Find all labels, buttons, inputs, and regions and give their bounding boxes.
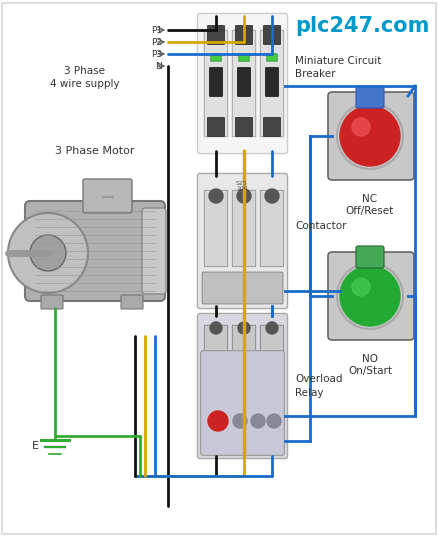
FancyBboxPatch shape [263, 117, 280, 137]
Text: S25
100: S25 100 [236, 181, 247, 191]
Circle shape [265, 322, 277, 334]
FancyBboxPatch shape [355, 246, 383, 268]
FancyBboxPatch shape [41, 295, 63, 309]
FancyBboxPatch shape [232, 325, 255, 352]
Text: P3: P3 [151, 49, 162, 58]
FancyBboxPatch shape [209, 68, 222, 96]
Circle shape [265, 189, 279, 203]
Circle shape [237, 189, 251, 203]
FancyBboxPatch shape [260, 190, 283, 267]
Circle shape [265, 279, 279, 293]
FancyBboxPatch shape [204, 325, 227, 352]
Circle shape [351, 278, 369, 296]
FancyBboxPatch shape [201, 272, 282, 304]
FancyBboxPatch shape [141, 208, 166, 294]
FancyBboxPatch shape [121, 295, 143, 309]
FancyBboxPatch shape [238, 54, 249, 61]
FancyBboxPatch shape [204, 31, 227, 137]
FancyBboxPatch shape [232, 190, 255, 267]
Text: Contactor: Contactor [294, 221, 346, 231]
Circle shape [251, 414, 265, 428]
Circle shape [208, 189, 223, 203]
FancyBboxPatch shape [260, 31, 283, 137]
Text: 3 Phase
4 wire supply: 3 Phase 4 wire supply [50, 66, 120, 89]
Circle shape [8, 213, 88, 293]
FancyBboxPatch shape [207, 26, 224, 44]
Text: Overload
Relay: Overload Relay [294, 375, 342, 398]
FancyBboxPatch shape [355, 86, 383, 108]
Text: 3 Phase Motor: 3 Phase Motor [55, 146, 134, 156]
Circle shape [266, 414, 280, 428]
FancyBboxPatch shape [197, 314, 287, 459]
FancyBboxPatch shape [327, 252, 413, 340]
FancyBboxPatch shape [232, 31, 255, 137]
Text: plc247.com: plc247.com [295, 16, 429, 36]
FancyBboxPatch shape [83, 179, 132, 213]
FancyBboxPatch shape [210, 54, 221, 61]
Text: NO
On/Start: NO On/Start [347, 354, 391, 376]
Circle shape [351, 118, 369, 136]
Circle shape [209, 322, 222, 334]
FancyBboxPatch shape [207, 117, 224, 137]
FancyBboxPatch shape [204, 190, 227, 267]
FancyBboxPatch shape [197, 174, 287, 309]
Circle shape [208, 279, 223, 293]
FancyBboxPatch shape [200, 351, 284, 456]
FancyBboxPatch shape [235, 117, 252, 137]
Circle shape [233, 414, 247, 428]
Text: ═══: ═══ [100, 193, 113, 199]
Circle shape [237, 322, 249, 334]
Text: NC
Off/Reset: NC Off/Reset [345, 194, 393, 217]
FancyBboxPatch shape [197, 13, 287, 153]
Circle shape [339, 106, 399, 166]
FancyBboxPatch shape [235, 26, 252, 44]
FancyBboxPatch shape [265, 68, 278, 96]
FancyBboxPatch shape [327, 92, 413, 180]
Text: N: N [155, 62, 162, 71]
FancyBboxPatch shape [237, 68, 250, 96]
Circle shape [237, 279, 251, 293]
Text: P1: P1 [151, 26, 162, 34]
Circle shape [208, 411, 227, 431]
FancyBboxPatch shape [266, 54, 276, 61]
Text: E: E [32, 441, 39, 451]
Circle shape [30, 235, 66, 271]
Text: P2: P2 [151, 38, 162, 47]
FancyBboxPatch shape [263, 26, 280, 44]
Text: Miniature Circuit
Breaker: Miniature Circuit Breaker [294, 56, 381, 79]
FancyBboxPatch shape [25, 201, 165, 301]
FancyBboxPatch shape [260, 325, 283, 352]
Circle shape [339, 266, 399, 326]
